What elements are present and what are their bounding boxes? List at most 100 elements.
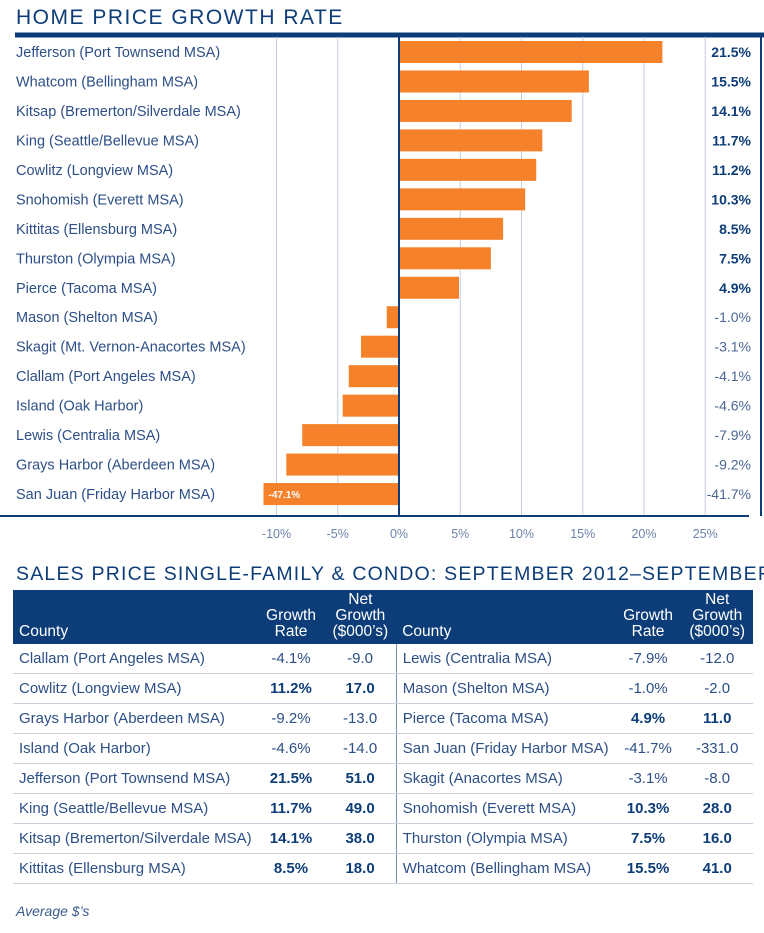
growth-rate-cell: -7.9% (614, 644, 682, 674)
county-cell: Lewis (Centralia MSA) (396, 644, 615, 674)
value-label: -4.6% (714, 398, 751, 414)
net-growth-cell: -9.0 (324, 644, 397, 674)
bar (386, 306, 399, 329)
growth-rate-cell: 15.5% (614, 853, 682, 884)
value-label: 10.3% (711, 191, 751, 207)
header-rate: Growth Rate (257, 590, 325, 644)
growth-rate-cell: -1.0% (614, 673, 682, 704)
bar (399, 276, 460, 299)
net-growth-cell: 41.0 (681, 853, 753, 884)
table-row: Kitsap (Bremerton/Silverdale MSA) 14.1% 38… (13, 823, 753, 854)
growth-rate-cell: -41.7% (614, 733, 682, 764)
bar (399, 158, 537, 181)
header-rate: Growth Rate (614, 590, 682, 644)
table-row: Island (Oak Harbor) -4.6% -14.0 San Juan (F… (13, 733, 753, 764)
net-growth-cell: -13.0 (324, 703, 397, 734)
net-growth-cell: -14.0 (324, 733, 397, 764)
bar (361, 335, 399, 358)
table-row: Clallam (Port Angeles MSA) -4.1% -9.0 Lewis… (13, 644, 753, 674)
table-row: Grays Harbor (Aberdeen MSA) -9.2% -13.0 Pie… (13, 703, 753, 734)
net-growth-cell: 49.0 (324, 793, 397, 824)
category-label: Thurston (Olympia MSA) (16, 251, 176, 267)
net-growth-cell: 51.0 (324, 763, 397, 794)
net-growth-cell: 16.0 (681, 823, 753, 854)
value-label: 8.5% (719, 221, 751, 237)
bar (286, 453, 399, 476)
table-title: SALES PRICE SINGLE-FAMILY & CONDO: SEPTE… (16, 563, 764, 585)
bar (263, 483, 399, 506)
header-net: Net Growth ($000’s) (681, 590, 753, 644)
county-cell: Mason (Shelton MSA) (396, 673, 615, 704)
table-row: Kittitas (Ellensburg MSA) 8.5% 18.0 Whatcom… (13, 853, 753, 884)
category-label: Grays Harbor (Aberdeen MSA) (16, 458, 215, 474)
growth-rate-cell: 10.3% (614, 793, 682, 824)
category-label: King (Seattle/Bellevue MSA) (16, 133, 199, 149)
growth-rate-cell: -4.6% (257, 733, 325, 764)
header-net: Net Growth ($000’s) (324, 590, 397, 644)
county-cell: Cowlitz (Longview MSA) (13, 673, 258, 704)
table-row: King (Seattle/Bellevue MSA) 11.7% 49.0 Snoh… (13, 793, 753, 824)
x-tick-label: 0% (390, 527, 408, 541)
value-label: 15.5% (711, 73, 751, 89)
growth-rate-cell: -3.1% (614, 763, 682, 794)
table-row: Jefferson (Port Townsend MSA) 21.5% 51.0 Sk… (13, 763, 753, 794)
net-growth-cell: -331.0 (681, 733, 753, 764)
growth-rate-cell: -9.2% (257, 703, 325, 734)
category-label: Snohomish (Everett MSA) (16, 192, 184, 208)
category-label: Mason (Shelton MSA) (16, 310, 158, 326)
growth-rate-cell: 11.7% (257, 793, 325, 824)
value-label: -3.1% (714, 339, 751, 355)
category-label: San Juan (Friday Harbor MSA) (16, 487, 215, 503)
net-growth-cell: 18.0 (324, 853, 397, 884)
county-cell: Island (Oak Harbor) (13, 733, 258, 764)
county-cell: Clallam (Port Angeles MSA) (13, 644, 258, 674)
value-label: -41.7% (707, 486, 751, 502)
growth-rate-cell: -4.1% (257, 644, 325, 674)
category-label: Skagit (Mt. Vernon-Anacortes MSA) (16, 340, 246, 356)
county-cell: Kittitas (Ellensburg MSA) (13, 853, 258, 884)
growth-rate-cell: 4.9% (614, 703, 682, 734)
table-header: County Growth Rate Net Growth ($000’s) Coun… (13, 590, 753, 644)
x-tick-label: -5% (327, 527, 349, 541)
county-cell: Whatcom (Bellingham MSA) (396, 853, 615, 884)
value-label: -9.2% (714, 457, 751, 473)
county-cell: Skagit (Anacortes MSA) (396, 763, 615, 794)
category-label: Kitsap (Bremerton/Silverdale MSA) (16, 104, 241, 120)
value-label: -7.9% (714, 427, 751, 443)
county-cell: Snohomish (Everett MSA) (396, 793, 615, 824)
value-label: 14.1% (711, 103, 751, 119)
net-growth-cell: 17.0 (324, 673, 397, 704)
category-label: Pierce (Tacoma MSA) (16, 281, 157, 297)
bar (399, 129, 543, 152)
growth-rate-cell: 21.5% (257, 763, 325, 794)
bar (399, 247, 491, 270)
bar (399, 217, 504, 240)
category-label: Jefferson (Port Townsend MSA) (16, 45, 220, 61)
x-tick-label: 10% (509, 527, 534, 541)
sales-table: County Growth Rate Net Growth ($000’s) Coun… (13, 590, 753, 884)
x-tick-label: 5% (451, 527, 469, 541)
county-cell: Thurston (Olympia MSA) (396, 823, 615, 854)
x-tick-label: -10% (262, 527, 291, 541)
value-label: 7.5% (719, 250, 751, 266)
bar (302, 424, 399, 447)
chart-title: HOME PRICE GROWTH RATE (16, 6, 344, 29)
category-label: Kittitas (Ellensburg MSA) (16, 222, 177, 238)
category-label: Cowlitz (Longview MSA) (16, 163, 173, 179)
growth-rate-cell: 11.2% (257, 673, 325, 704)
county-cell: King (Seattle/Bellevue MSA) (13, 793, 258, 824)
category-label: Whatcom (Bellingham MSA) (16, 74, 198, 90)
net-growth-cell: 38.0 (324, 823, 397, 854)
growth-rate-cell: 14.1% (257, 823, 325, 854)
table-note: Average $’s (16, 903, 90, 919)
county-cell: Grays Harbor (Aberdeen MSA) (13, 703, 258, 734)
growth-rate-cell: 8.5% (257, 853, 325, 884)
county-cell: Kitsap (Bremerton/Silverdale MSA) (13, 823, 258, 854)
in-bar-label: -47.1% (269, 490, 301, 501)
value-label: 21.5% (711, 44, 751, 60)
county-cell: Pierce (Tacoma MSA) (396, 703, 615, 734)
growth-rate-cell: 7.5% (614, 823, 682, 854)
net-growth-cell: 28.0 (681, 793, 753, 824)
header-county: County (13, 590, 258, 644)
